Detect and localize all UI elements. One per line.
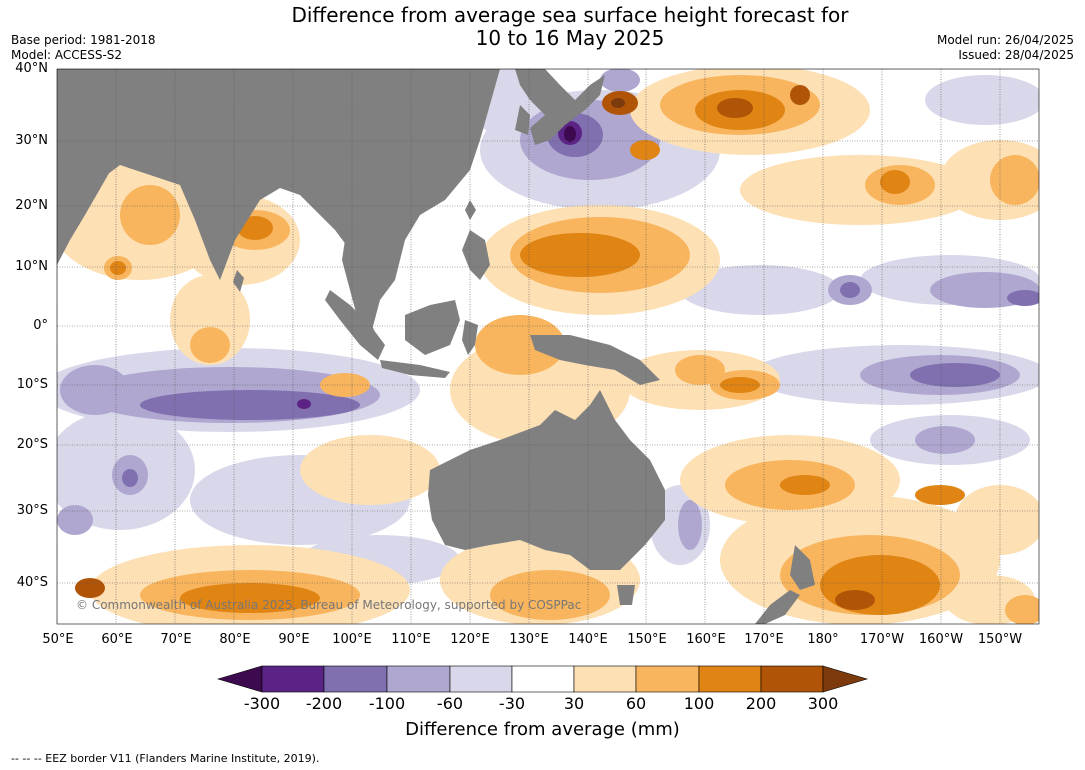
lon-label: 150°W <box>977 632 1023 647</box>
lon-label: 160°W <box>918 632 964 647</box>
run-info: Model run: 26/04/2025 Issued: 28/04/2025 <box>937 33 1074 63</box>
lon-label: 170°E <box>744 632 784 647</box>
lat-label: 40°N <box>15 61 48 76</box>
lon-label: 70°E <box>160 632 192 647</box>
borneo <box>405 300 460 355</box>
colorbar-tick: 100 <box>683 694 715 713</box>
lon-label: 140°E <box>568 632 608 647</box>
eez-footnote: -- -- -- EEZ border V11 (Flanders Marine… <box>11 752 320 765</box>
lat-label: 10°N <box>15 259 48 274</box>
lat-label: 30°S <box>16 503 48 518</box>
lat-label: 20°S <box>16 437 48 452</box>
map-area <box>57 69 1039 624</box>
lat-label: 20°N <box>15 198 48 213</box>
lat-label: 10°S <box>16 377 48 392</box>
colorbar-low-arrow <box>216 665 263 693</box>
new-guinea <box>530 335 660 385</box>
lon-label: 100°E <box>332 632 372 647</box>
colorbar-swatch <box>760 665 824 693</box>
lat-label: 40°S <box>16 575 48 590</box>
colorbar-tick: -60 <box>436 694 464 713</box>
anomaly-pos-200 <box>75 85 875 610</box>
lon-label: 180° <box>807 632 839 647</box>
title-line-1: Difference from average sea surface heig… <box>291 3 849 27</box>
sumatra <box>325 290 385 360</box>
base-period: Base period: 1981-2018 <box>11 33 156 47</box>
lon-label: 60°E <box>101 632 133 647</box>
colorbar-swatch <box>698 665 762 693</box>
colorbar-swatch <box>261 665 325 693</box>
tasmania <box>617 585 635 605</box>
title-line-2: 10 to 16 May 2025 <box>475 26 665 50</box>
lat-label: 30°N <box>15 133 48 148</box>
colorbar-swatch <box>449 665 513 693</box>
map-frame <box>56 68 1040 625</box>
lon-label: 130°E <box>509 632 549 647</box>
malay-peninsula <box>342 240 380 350</box>
land-masses <box>57 69 815 624</box>
philippines <box>462 230 490 280</box>
sri-lanka <box>233 270 244 292</box>
lon-label: 120°E <box>450 632 490 647</box>
anomaly-pos-100 <box>110 90 965 615</box>
colorbar-tick: -200 <box>305 694 343 713</box>
lon-label: 150°E <box>627 632 667 647</box>
anomaly-pos-300 <box>611 98 625 108</box>
colorbar-swatch <box>635 665 700 693</box>
graticule <box>57 69 1039 624</box>
australia <box>428 390 665 570</box>
lon-label: 80°E <box>219 632 251 647</box>
colorbar-swatch <box>511 665 575 693</box>
model-name: Model: ACCESS-S2 <box>11 48 123 62</box>
japan <box>515 69 605 145</box>
asia-mainland <box>57 69 500 330</box>
issued-date: Issued: 28/04/2025 <box>958 48 1074 62</box>
model-run: Model run: 26/04/2025 <box>936 33 1074 47</box>
colorbar-title: Difference from average (mm) <box>405 719 680 740</box>
colorbar-tick: -300 <box>243 694 281 713</box>
colorbar-swatch <box>573 665 637 693</box>
base-info: Base period: 1981-2018 Model: ACCESS-S2 <box>11 33 156 63</box>
colorbar <box>216 665 869 693</box>
lon-label: 90°E <box>278 632 310 647</box>
java <box>380 360 450 378</box>
new-zealand-south <box>755 590 800 624</box>
lon-label: 110°E <box>391 632 431 647</box>
colorbar-tick: 30 <box>563 694 585 713</box>
anomaly-neg-300 <box>564 126 576 142</box>
lon-label: 170°W <box>859 632 905 647</box>
colorbar-tick: 200 <box>745 694 777 713</box>
lon-label: 160°E <box>686 632 726 647</box>
colorbar-tick: -30 <box>498 694 526 713</box>
copyright-notice: © Commonwealth of Australia 2025, Bureau… <box>76 598 582 612</box>
korea <box>515 105 530 135</box>
colorbar-high-arrow <box>822 665 869 693</box>
colorbar-tick: 300 <box>807 694 839 713</box>
colorbar-tick: 60 <box>625 694 647 713</box>
map-title: Difference from average sea surface heig… <box>200 4 940 50</box>
colorbar-swatch <box>386 665 451 693</box>
colorbar-swatch <box>323 665 388 693</box>
lat-label: 0° <box>33 318 48 333</box>
colorbar-tick: -100 <box>368 694 406 713</box>
new-zealand-north <box>790 545 815 590</box>
taiwan <box>465 200 476 220</box>
lon-label: 50°E <box>42 632 74 647</box>
